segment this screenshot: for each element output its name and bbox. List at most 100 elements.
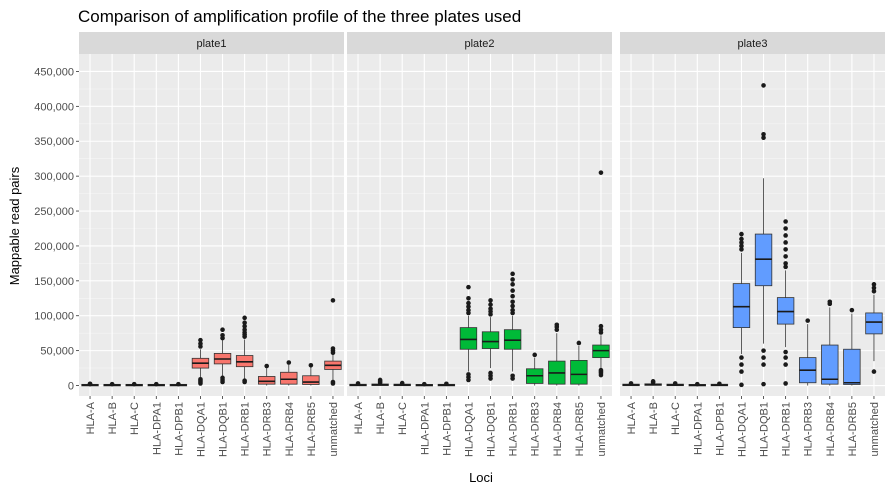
- box-plate2-HLA-B: [371, 377, 389, 386]
- outlier-point: [554, 322, 560, 328]
- box-plate2-HLA-DPB1: [437, 381, 456, 387]
- outlier-point: [510, 271, 515, 277]
- outlier-point: [739, 240, 744, 245]
- outlier-point: [488, 298, 493, 303]
- x-tick-label: HLA-DRB5: [306, 402, 318, 456]
- box-plate1-HLA-DPB1: [169, 381, 188, 387]
- outlier-point: [672, 381, 678, 386]
- outlier-point: [220, 332, 225, 338]
- x-tick-label: unmatched: [869, 402, 881, 456]
- outlier-point: [871, 289, 877, 294]
- box-plate2-HLA-DRB3: [526, 352, 544, 386]
- outlier-point: [488, 306, 493, 312]
- facet-panels: plate1 HLA-A HLA-B HLA-C HLA-DPA1 HLA-DPB1 HLA…: [79, 32, 885, 457]
- outlier-point: [330, 298, 336, 303]
- outlier-point: [739, 382, 744, 388]
- box-plate3-HLA-DQA1: [732, 231, 751, 388]
- x-tick-label: HLA-DRB3: [803, 402, 815, 456]
- box-plate1-HLA-DRB1: [235, 315, 254, 385]
- outlier-point: [510, 307, 515, 313]
- box-iqr: [302, 375, 320, 385]
- box-plate1-HLA-A: [81, 381, 99, 387]
- box-plate1-HLA-DRB3: [258, 363, 276, 386]
- outlier-point: [242, 323, 247, 329]
- box-plate2-unmatched: [592, 170, 610, 378]
- x-tick-label: HLA-DPB1: [441, 402, 453, 456]
- y-axis: 0 50,000 100,000 150,000 200,000 250,000 300,0…: [34, 66, 79, 393]
- outlier-point: [598, 170, 604, 175]
- box-iqr: [258, 376, 276, 385]
- outlier-point: [739, 369, 744, 374]
- x-tick-label: HLA-A: [626, 401, 638, 434]
- outlier-point: [377, 377, 383, 383]
- outlier-point: [466, 295, 471, 301]
- box-plate1-HLA-DRB4: [280, 360, 298, 386]
- outlier-point: [783, 233, 788, 238]
- y-tick-label: 0: [68, 381, 74, 393]
- outlier-point: [286, 360, 292, 365]
- box-iqr: [280, 371, 298, 385]
- facet-panel-plate2: plate2 HLA-A HLA-B HLA-C HLA-DPA1 HLA-DPB1 HLA…: [347, 32, 612, 457]
- box-iqr: [481, 331, 500, 349]
- outlier-point: [739, 355, 744, 360]
- outlier-point: [510, 288, 515, 293]
- outlier-point: [783, 240, 788, 245]
- outlier-point: [242, 378, 247, 383]
- y-tick-label: 350,000: [34, 136, 74, 148]
- outlier-point: [871, 282, 877, 287]
- outlier-point: [871, 285, 877, 291]
- y-tick-label: 250,000: [34, 206, 74, 218]
- x-tick-label: HLA-B: [107, 402, 119, 434]
- outlier-point: [805, 318, 811, 323]
- outlier-point: [739, 236, 744, 242]
- y-tick-label: 150,000: [34, 276, 74, 288]
- outlier-point: [198, 376, 203, 382]
- outlier-point: [198, 337, 203, 343]
- box-plate3-unmatched: [865, 282, 883, 374]
- outlier-point: [783, 254, 788, 259]
- outlier-point: [444, 381, 449, 387]
- facet-panel-plate1: plate1 HLA-A HLA-B HLA-C HLA-DPA1 HLA-DPB1 HLA…: [79, 32, 344, 457]
- panel-background: [620, 54, 885, 396]
- facet-strip: [79, 32, 344, 54]
- x-tick-label: HLA-DQB1: [759, 402, 771, 457]
- box-plate3-HLA-DPA1: [688, 381, 706, 387]
- outlier-point: [739, 247, 744, 252]
- x-tick-label: HLA-B: [648, 402, 660, 434]
- x-tick-label: HLA-DQA1: [195, 402, 207, 457]
- outlier-point: [510, 373, 515, 379]
- panel-background: [347, 54, 612, 396]
- outlier-point: [421, 381, 427, 387]
- outlier-point: [761, 381, 766, 387]
- outlier-point: [783, 247, 788, 252]
- y-tick-label: 100,000: [34, 311, 74, 323]
- outlier-point: [761, 135, 766, 141]
- facet-strip-label: plate3: [738, 38, 768, 50]
- x-tick-label: HLA-C: [397, 402, 409, 435]
- facet-strip-label: plate1: [197, 38, 227, 50]
- y-tick-label: 50,000: [40, 346, 74, 358]
- outlier-point: [783, 381, 788, 386]
- outlier-point: [220, 375, 225, 381]
- outlier-point: [242, 327, 247, 332]
- outlier-point: [650, 379, 656, 384]
- box-iqr: [732, 283, 751, 328]
- outlier-point: [466, 307, 471, 313]
- outlier-point: [783, 362, 788, 367]
- outlier-point: [510, 277, 515, 282]
- outlier-point: [783, 261, 788, 266]
- outlier-point: [576, 340, 582, 346]
- outlier-point: [783, 226, 788, 231]
- box-iqr: [459, 327, 478, 350]
- box-plate2-HLA-DQB1: [481, 298, 500, 381]
- outlier-point: [466, 304, 471, 309]
- outlier-point: [827, 299, 833, 305]
- x-tick-label: HLA-DRB3: [530, 402, 542, 456]
- outlier-point: [628, 381, 634, 386]
- outlier-point: [510, 293, 515, 299]
- box-plate1-HLA-B: [103, 381, 121, 387]
- outlier-point: [109, 381, 115, 387]
- box-plate1-HLA-C: [125, 381, 143, 387]
- box-plate3-HLA-DRB4: [821, 299, 839, 386]
